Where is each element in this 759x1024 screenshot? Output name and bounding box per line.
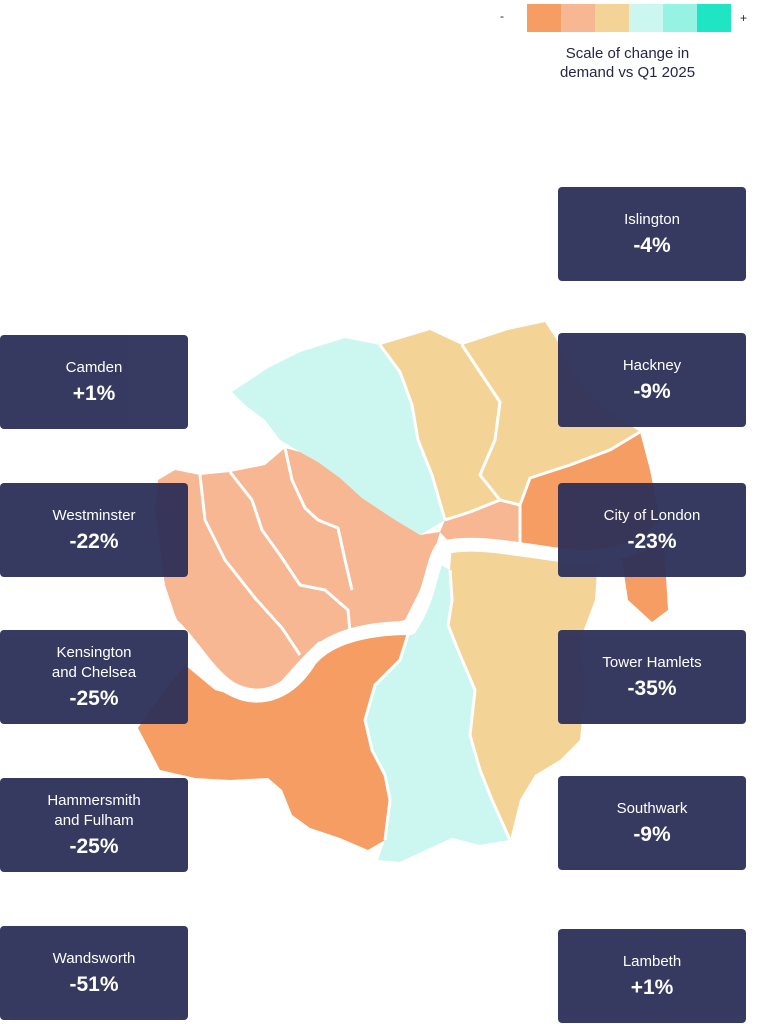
map-region-north-centre [380,330,500,520]
boundary-line [446,569,512,841]
card-kensington-and-chelsea: Kensington and Chelsea -25% [0,630,188,724]
legend-swatch [595,4,629,32]
borough-name: City of London [603,506,701,524]
map-region-north-east [462,322,640,505]
map-region-north-west [232,338,445,535]
borough-value: -35% [627,676,677,700]
borough-value: -22% [69,529,119,553]
legend-minus-label: - [500,9,504,23]
legend-title: Scale of change in demand vs Q1 2025 [559,45,696,81]
borough-value: +1% [72,381,116,405]
borough-value: +1% [630,975,674,999]
borough-name: Wandsworth [52,949,136,967]
card-wandsworth: Wandsworth -51% [0,926,188,1020]
borough-name: Islington [624,210,680,228]
boundary-line [283,447,354,591]
borough-name: Hammersmith and Fulham [47,791,141,829]
borough-value: -4% [633,233,671,257]
borough-value: -9% [633,822,671,846]
legend-swatch [663,4,697,32]
borough-name: Westminster [52,506,136,524]
card-camden: Camden +1% [0,335,188,429]
borough-name: Camden [65,358,123,376]
borough-value: -23% [627,529,677,553]
map-region-south-west [138,628,410,850]
legend-swatch [697,4,731,32]
legend-plus-label: + [740,11,748,25]
boundary-line [198,474,302,656]
card-city-of-london: City of London -23% [558,483,746,577]
boundary-line [228,471,352,633]
map-region-centre [440,500,520,548]
map-region-south-east [448,545,598,840]
boundary-line [378,344,447,521]
card-tower-hamlets: Tower Hamlets -35% [558,630,746,724]
map-region-west [155,448,440,690]
borough-value: -25% [69,686,119,710]
borough-name: Kensington and Chelsea [51,643,137,681]
card-southwark: Southwark -9% [558,776,746,870]
card-hackney: Hackney -9% [558,333,746,427]
borough-name: Tower Hamlets [602,653,702,671]
card-westminster: Westminster -22% [0,483,188,577]
card-lambeth: Lambeth +1% [558,929,746,1023]
legend-swatch [561,4,595,32]
borough-value: -25% [69,834,119,858]
borough-value: -51% [69,972,119,996]
boundary-line [363,627,412,841]
legend-swatch [629,4,663,32]
boundary-line [444,498,501,522]
borough-name: Southwark [616,799,688,817]
borough-name: Lambeth [622,952,682,970]
card-hammersmith-and-fulham: Hammersmith and Fulham -25% [0,778,188,872]
borough-name: Hackney [622,356,682,374]
legend-swatch [527,4,561,32]
borough-value: -9% [633,379,671,403]
card-islington: Islington -4% [558,187,746,281]
map-region-south-centre [365,560,510,862]
